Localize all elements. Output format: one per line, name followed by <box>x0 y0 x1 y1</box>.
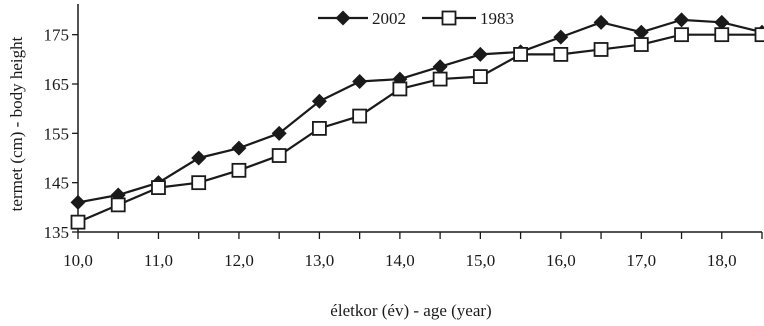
data-point-square <box>472 69 488 84</box>
data-point-diamond <box>352 74 368 90</box>
data-point-square <box>352 108 368 124</box>
x-axis-title: életkor (év) - age (year) <box>330 301 491 320</box>
data-point-diamond <box>674 12 690 28</box>
x-tick-label: 12,0 <box>224 251 254 270</box>
tick-labels: 135 145 155 165 175 10,0 11,0 12,0 13,0 14,0 15,0 1… <box>44 26 737 270</box>
data-point-square <box>714 27 730 43</box>
axes <box>72 4 763 239</box>
series-line-1983 <box>77 33 762 224</box>
x-tick-label: 10,0 <box>63 251 93 270</box>
data-point-square <box>392 81 408 97</box>
data-point-square <box>110 197 126 213</box>
series-2002 <box>70 12 764 210</box>
legend-item-2002: 2002 <box>318 9 406 28</box>
data-point-diamond <box>311 93 327 109</box>
data-point-square <box>754 27 764 43</box>
x-tick-label: 11,0 <box>144 251 173 270</box>
data-point-square <box>231 162 247 178</box>
data-series <box>70 12 764 230</box>
data-point-square <box>191 175 207 191</box>
data-point-square <box>553 47 569 62</box>
y-tick-label: 135 <box>44 223 70 242</box>
legend-item-1983: 1983 <box>422 9 514 28</box>
data-point-square <box>513 47 528 62</box>
data-point-square <box>70 214 86 230</box>
x-tick-label: 17,0 <box>626 251 656 270</box>
series-line-2002 <box>77 18 763 204</box>
data-point-square <box>674 27 689 43</box>
x-tick-label: 18,0 <box>707 251 737 270</box>
data-point-diamond <box>553 29 569 45</box>
data-point-square <box>432 71 448 87</box>
x-tick-label: 15,0 <box>465 251 495 270</box>
data-point-diamond <box>472 46 488 62</box>
legend: 2002 1983 <box>318 9 514 28</box>
data-point-diamond <box>271 125 287 141</box>
y-tick-label: 155 <box>44 124 70 143</box>
data-point-diamond <box>432 59 448 75</box>
legend-label-2002: 2002 <box>372 9 406 28</box>
data-point-diamond <box>70 194 86 210</box>
data-point-diamond <box>633 24 649 40</box>
x-tick-label: 14,0 <box>385 251 415 270</box>
data-point-diamond <box>191 150 207 166</box>
legend-diamond-marker <box>335 10 351 26</box>
data-point-square <box>151 180 166 196</box>
data-point-square <box>633 37 649 52</box>
data-point-square <box>312 121 327 136</box>
y-tick-label: 175 <box>44 26 70 45</box>
x-tick-label: 13,0 <box>305 251 335 270</box>
x-tick-label: 16,0 <box>546 251 576 270</box>
data-point-diamond <box>231 140 247 156</box>
data-point-diamond <box>714 14 730 30</box>
series-1983 <box>70 27 764 230</box>
y-tick-label: 145 <box>44 174 70 193</box>
data-point-diamond <box>593 14 609 30</box>
legend-square-marker <box>441 10 457 26</box>
legend-label-1983: 1983 <box>480 9 514 28</box>
y-tick-label: 165 <box>44 75 70 94</box>
data-point-square <box>593 42 609 57</box>
y-axis-title: termet (cm) - body height <box>7 36 26 211</box>
data-point-square <box>271 148 287 163</box>
